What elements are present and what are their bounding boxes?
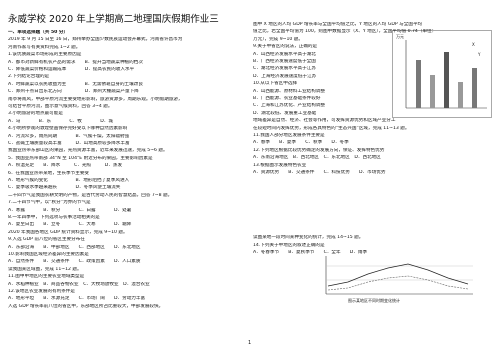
- figure-1: 万元 X Y: [392, 30, 492, 118]
- text-line: 1.该优质蔬菜市场形成的主要原因是: [8, 52, 82, 58]
- text-line: C．郑州十点日出东北方向 D．郑州大棚蔬菜产量下降: [8, 89, 139, 95]
- text-line: A．地形平坦 B．水源充足 C．市场广阔 D．劳动力丰富: [8, 296, 146, 302]
- text-line: 9.入选 GDP 前八位的省区主要分布在: [8, 237, 85, 243]
- text-line: A．东部沿海 B．中部地区 C．西部地区 D．东北地区: [8, 244, 141, 250]
- figure-curve: [327, 263, 469, 287]
- figure-bar: [430, 75, 435, 108]
- text-line: A．山西能源、原材料工业结构调整: [253, 88, 326, 94]
- text-line: 图中 X 地区的人均 GDP 增长率与全国平均值之比，Y 地区的人均 GDP 与…: [253, 22, 423, 27]
- text-line: A．河流众多，雨热同期 B．气候干燥，太阳辐射强: [8, 133, 130, 139]
- text-line: 9.关于甲省区的说法，正确的是: [253, 44, 318, 50]
- text-line: 3.小明旅游的地点最可能是: [8, 111, 63, 117]
- text-line: 2020 年我国各地区 GDP 统计资料显示，完成 9~10 题。: [8, 229, 128, 235]
- figure-label: X: [472, 42, 475, 47]
- text-line: B．广西经济发展速度低于全国: [253, 59, 316, 64]
- text-line: 14.下列关于甲地区的叙述正确的是: [253, 242, 325, 248]
- text-line: B．广西能源、农业基础条件较好: [253, 96, 321, 101]
- text-line: 4.小明所参观的敦煌壁画保存完好受以下哪种自然因素影响: [8, 126, 128, 132]
- figure-2: 图示某地区不同时期变化统计: [325, 256, 473, 303]
- text-line: 13.根据图示发展特色农业: [253, 162, 307, 168]
- figure-bar: [472, 68, 477, 108]
- text-line: 5．我国亚热带南部 34°N 至 104°E 附近分布的果园，主要影响因素是: [8, 155, 153, 161]
- text-line: A．水稻种植业 B．商品谷物农业 C．大牧场放牧业 D．混合农业: [8, 281, 150, 287]
- text-line: A．积温充足 B．降水 C．光照 D．蒸发: [8, 163, 123, 169]
- text-line: 读我国某区域图，完成 11~12 题。: [8, 266, 82, 272]
- text-line: 12.该地区农业发展的有利条件是: [8, 289, 76, 294]
- figure-frame: [392, 30, 492, 118]
- text-line: A．山西经济发展水平高于湖北: [253, 51, 316, 57]
- text-line: A．资源优势 B．交通条件 C．科技优势 D．市场优势: [253, 170, 386, 175]
- figure-bar: [416, 60, 421, 108]
- text-line: C．夏季吸水季越来越长 D．冬季风使土壤流失: [8, 185, 121, 191]
- text-line: C．降低蔬菜价格和运输成本 D．提高农民的收入水平: [8, 67, 135, 72]
- text-line: A．寒露 B．秋分 C．白露 D．处暑: [8, 207, 132, 213]
- text-line: 一、单项选择题（共 50 分）: [8, 30, 69, 35]
- text-line: 值之比，若全国平均值为 100，则图中数据显示（X、Y 地区），全国平均值 0.…: [253, 29, 437, 35]
- text-line: 11.我国人部分地区发展条件主要是: [253, 133, 325, 138]
- text-line: 我国亚热带东部山区的果园，光热资源丰富，近年来发展迅速，完成 5~6 题。: [8, 148, 168, 154]
- figure-unit: 万元: [396, 34, 404, 39]
- text-line: 2019 年 9 月 15 日至 16 日，郑州举办全国少数民族运动会开幕式，河…: [8, 37, 183, 43]
- text-line: A．时鲜蔬菜以农民收益为主 B．无需依靠自身的土壤改良: [8, 81, 143, 87]
- figure-label: Y: [477, 52, 481, 57]
- text-line: A．都市对新鲜有机农产品的需求 B．提升当地蔬菜种植的档次: [8, 59, 143, 65]
- text-line: 10.影响我国区域经济差异的主要因素是: [8, 252, 89, 257]
- title: 永威学校 2020 年上学期高二地理国庆假期作业三: [8, 14, 219, 25]
- figure-bar: [458, 82, 463, 108]
- text-line: C．上海和江苏优化、产业结构调整: [253, 103, 326, 109]
- text-line: 河南作家写有关资料完成 1~2 题。: [8, 44, 81, 50]
- text-line: A．东南沿海地区 B．西北地区 C．东北地区 D．西北地区: [253, 155, 381, 161]
- text-line: D．湖北较低、发展重工业基础: [253, 110, 317, 116]
- text-line: 10.从以下省区中选择: [253, 81, 298, 87]
- text-line: C．盐碱土壤质量较高丰富 D．山地高原较多降水丰富: [8, 141, 130, 146]
- text-line: A．地形气候的变化 B．地形阻挡了夏季风进入: [8, 178, 130, 183]
- text-line: A．夏至日出 B．立冬 C．大寒 D．霜降: [8, 222, 132, 228]
- text-line: 读图某地一段时间某种变化的统计，完成 14~15 题。: [253, 235, 364, 241]
- text-line: 8.一年四季中，下列选项与农事活动相关的是: [8, 215, 100, 220]
- figure-curve: [327, 275, 469, 291]
- text-line: D．上海经济发展速度低于江苏: [253, 73, 317, 79]
- text-line: 二十四节气是我国农耕文明的产物，是古代劳动人民的智慧结晶，回答 7~8 题。: [8, 192, 173, 198]
- text-line: A．自然条件 B．交通条件 C．政策因素 D．人口素质: [8, 259, 141, 265]
- text-line: 6．在我国亚热带某地，生长季节主要受: [8, 170, 90, 176]
- text-line: 南亭将南风，中部平原河流主要受地形影响，旅游资源多，周期乐观。小明假期旅游，: [8, 96, 183, 102]
- figure-caption: 图示某地区不同时期变化统计: [348, 297, 400, 303]
- text-line: A．冬春季节 B．夏秋季节 C．全年 D．雨季: [253, 250, 368, 256]
- text-line: 2.下列结论合理的是: [8, 74, 50, 80]
- text-line: C．湖北经济发展水平高于江苏: [253, 66, 316, 72]
- figure-bar: [444, 52, 449, 108]
- text-line: 地域差异是自然、经济、社会等作用，可发挥资源优势和区域产业分工: [253, 118, 396, 124]
- text-line: 万元），完成 9~10 题。: [253, 36, 303, 42]
- text-line: 7.二十四节气中，以“秋分”为界的节气是: [8, 200, 91, 206]
- text-line: 11.图中甲地区的主要农业地域类型是: [8, 274, 85, 280]
- page-number: 1: [248, 340, 252, 346]
- text-line: 12.下列地区根据比较优势确定的发展方向，保证、发挥特色优势: [253, 147, 385, 153]
- text-line: 可结合平原河流，图示意气候资料，回答 3~4 题。: [8, 104, 113, 109]
- text-line: A．马 B．东 C．牧 D．城: [8, 118, 113, 124]
- text-line: A．春季 B．夏季 C．秋季 D．冬季: [253, 140, 349, 146]
- text-line: 入选 GDP 增长率前八位的省区中，东部地区所占比重较大，中部发展较快。: [8, 303, 164, 309]
- text-line: 在较短时间内发挥优势，形成各具特色的“生态兴国”区域，完成 11~13 题。: [253, 125, 410, 131]
